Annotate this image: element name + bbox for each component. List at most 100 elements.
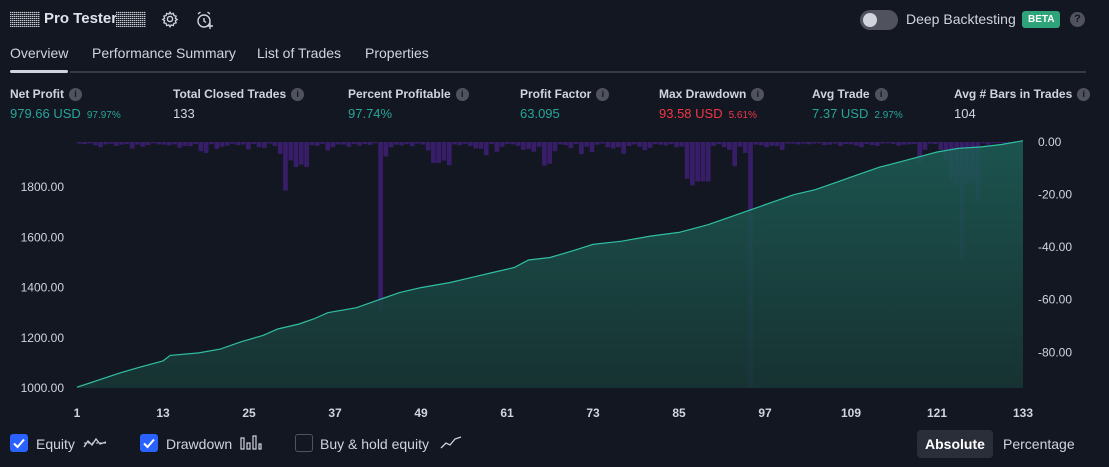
drawdown-bar	[494, 142, 500, 152]
equity-drawdown-chart[interactable]: 1000.00 1200.00 1400.00 1600.00 1800.00 0.00 -…	[0, 130, 1109, 425]
drawdown-bar	[515, 142, 521, 146]
drawdown-bar	[187, 142, 193, 147]
drawdown-bar	[198, 142, 204, 152]
drawdown-bar	[684, 142, 690, 179]
drawdown-bar	[119, 142, 124, 145]
drawdown-bar	[362, 142, 368, 145]
x-axis-tick-label: 85	[672, 406, 686, 420]
settings-gear-icon[interactable]	[161, 10, 179, 28]
metric-avg-trade: Avg Trade i 7.37 USD 2.97%	[812, 87, 903, 121]
drawdown-bar	[277, 142, 283, 154]
drawdown-bar	[616, 142, 621, 147]
x-axis-tick-label: 109	[841, 406, 861, 420]
drawdown-bar	[219, 142, 225, 147]
metric-value: 97.74%	[348, 106, 393, 121]
drawdown-bar	[103, 142, 109, 145]
drawdown-bar	[161, 142, 167, 145]
info-icon[interactable]: i	[1077, 87, 1091, 101]
percentage-button[interactable]: Percentage	[1003, 436, 1075, 452]
drawdown-bar	[875, 142, 880, 146]
drawdown-bar	[399, 142, 405, 146]
drawdown-bar	[573, 142, 579, 145]
drawdown-bar	[795, 142, 801, 145]
drawdown-bar	[838, 142, 843, 146]
info-icon[interactable]: i	[69, 87, 82, 101]
buy-hold-line-icon	[440, 436, 462, 449]
drawdown-bar	[314, 142, 320, 146]
drawdown-bar	[668, 142, 674, 145]
left-axis-tick-label: 1400.00	[21, 281, 65, 295]
add-alert-clock-icon[interactable]	[195, 10, 215, 30]
info-icon[interactable]: i	[455, 87, 469, 101]
drawdown-bar	[637, 142, 642, 147]
drawdown-bar	[822, 142, 827, 146]
drawdown-bar	[912, 142, 917, 145]
info-icon[interactable]: i	[874, 87, 888, 101]
drawdown-bar	[690, 142, 695, 186]
metric-value: 104	[954, 106, 976, 121]
drawdown-bar	[695, 142, 701, 182]
drawdown-bar	[330, 142, 336, 148]
drawdown-bar	[473, 142, 479, 149]
drawdown-bar	[758, 142, 764, 146]
drawdown-bar	[991, 142, 996, 144]
drawdown-bar	[827, 142, 833, 145]
tab-properties[interactable]: Properties	[365, 45, 429, 61]
left-axis-tick-label: 1600.00	[21, 230, 65, 244]
deep-backtesting-toggle[interactable]	[860, 10, 898, 30]
drawdown-bar	[135, 142, 140, 145]
info-icon[interactable]: i	[751, 87, 765, 101]
equity-label: Equity	[36, 436, 75, 452]
drawdown-bar	[383, 142, 389, 157]
equity-line	[76, 140, 1024, 388]
drawdown-bar	[267, 142, 272, 144]
tab-performance-summary[interactable]: Performance Summary	[92, 45, 236, 61]
drawdown-bar	[584, 142, 590, 147]
drawdown-bar	[811, 142, 817, 144]
metric-value: 7.37 USD	[812, 106, 869, 121]
drawdown-bar	[705, 142, 711, 182]
title-decoration-left	[10, 11, 40, 27]
strategy-tester-header: Pro Tester Deep Backtesting BETA ?	[0, 0, 1109, 40]
drawdown-bar	[272, 142, 278, 146]
drawdown-bar	[288, 142, 294, 161]
info-icon[interactable]: i	[596, 87, 610, 101]
drawdown-bar	[864, 142, 870, 145]
buy-hold-label: Buy & hold equity	[320, 436, 429, 452]
drawdown-bar	[674, 142, 679, 148]
right-axis-tick-label: -20.00	[1038, 188, 1072, 202]
equity-checkbox[interactable]	[10, 434, 28, 452]
drawdown-bar	[209, 142, 214, 145]
help-icon[interactable]: ?	[1070, 12, 1085, 27]
drawdown-bar	[832, 142, 838, 144]
drawdown-bar	[325, 142, 331, 151]
metric-value: 93.58 USD	[659, 106, 723, 121]
x-axis-tick-label: 97	[758, 406, 772, 420]
drawdown-bar	[341, 142, 346, 145]
drawdown-bar	[917, 142, 922, 164]
drawdown-bar	[124, 142, 130, 145]
metric-label: Percent Profitable	[348, 87, 451, 101]
equity-series	[76, 140, 1024, 388]
drawdown-bar	[351, 142, 357, 145]
drawdown-bar	[457, 142, 463, 146]
drawdown-bar	[769, 142, 774, 146]
drawdown-checkbox[interactable]	[140, 434, 158, 452]
info-icon[interactable]: i	[291, 87, 305, 101]
metric-percent: 5.61%	[728, 110, 757, 121]
drawdown-bar	[293, 142, 299, 167]
metric-total-closed-trades: Total Closed Trades i 133	[173, 87, 305, 121]
drawdown-bar	[801, 142, 806, 144]
absolute-button[interactable]: Absolute	[917, 430, 993, 458]
drawdown-bar	[600, 142, 605, 144]
drawdown-bar	[621, 142, 627, 154]
tab-list-of-trades[interactable]: List of Trades	[257, 45, 342, 61]
drawdown-bar	[203, 142, 209, 154]
chart-axes: 1000.00 1200.00 1400.00 1600.00 1800.00 0.00 -…	[21, 135, 1073, 420]
drawdown-bar	[251, 142, 257, 145]
drawdown-bar	[246, 142, 251, 150]
tab-overview[interactable]: Overview	[10, 45, 69, 61]
buy-hold-checkbox[interactable]	[295, 434, 313, 452]
drawdown-label: Drawdown	[166, 436, 233, 452]
drawdown-bar	[409, 142, 415, 147]
